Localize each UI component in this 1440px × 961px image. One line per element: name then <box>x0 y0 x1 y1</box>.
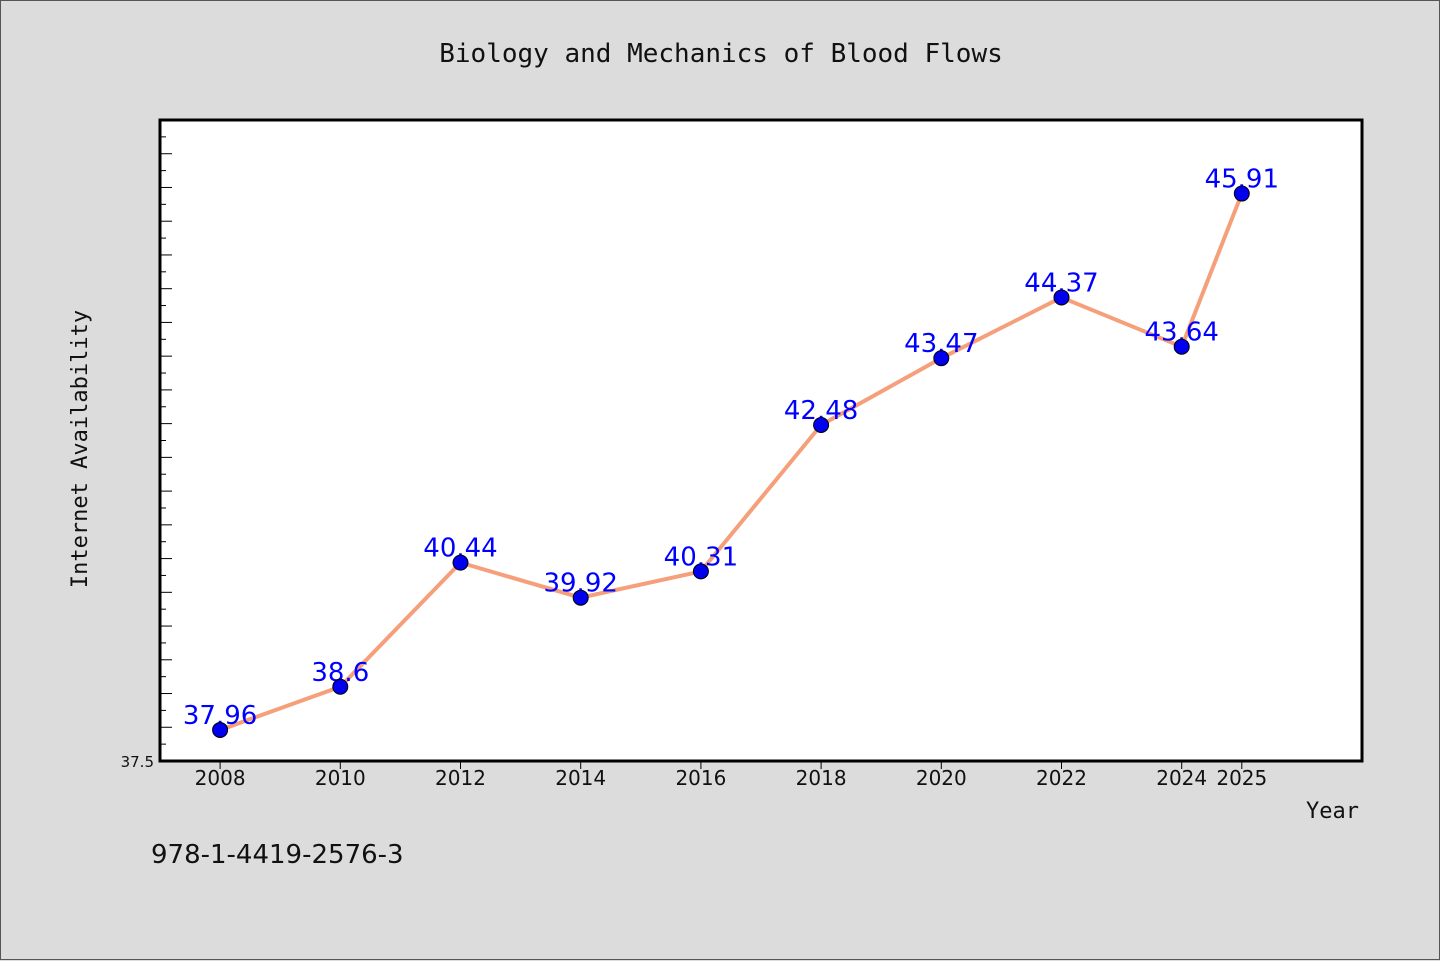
x-tick-label: 2008 <box>195 766 246 790</box>
data-point <box>332 678 349 695</box>
data-point <box>212 721 229 738</box>
isbn-footer: 978-1-4419-2576-3 <box>151 840 404 870</box>
data-point <box>933 350 950 367</box>
series-line <box>219 192 1244 732</box>
x-tick-label: 2025 <box>1216 766 1267 790</box>
plot-area <box>158 118 1364 763</box>
x-tick-label: 2012 <box>435 766 486 790</box>
x-tick-label: 2016 <box>675 766 726 790</box>
x-axis-label: Year <box>1306 799 1359 824</box>
y-axis-label: Internet Availability <box>68 310 93 588</box>
y-axis-ticks <box>160 119 172 762</box>
x-tick-label: 2010 <box>315 766 366 790</box>
x-tick-label: 2022 <box>1036 766 1087 790</box>
data-point <box>1173 338 1190 355</box>
x-tick-label: 2014 <box>555 766 606 790</box>
x-tick-label: 2024 <box>1156 766 1207 790</box>
data-point <box>813 416 830 433</box>
y-tick-label: 37.5 <box>121 753 154 771</box>
data-point <box>572 589 589 606</box>
series-layer: 37.9638.640.4439.9240.3142.4843.4744.374… <box>183 165 1279 738</box>
x-tick-label: 2018 <box>796 766 847 790</box>
data-point <box>1053 289 1070 306</box>
data-point <box>692 563 709 580</box>
chart-title: Biology and Mechanics of Blood Flows <box>439 39 1003 69</box>
data-point <box>452 554 469 571</box>
data-point <box>1233 185 1250 202</box>
x-axis: 2008 2010 2012 2014 2016 2018 2020 2022 2024 2025 <box>195 761 1267 790</box>
x-tick-label: 2020 <box>916 766 967 790</box>
